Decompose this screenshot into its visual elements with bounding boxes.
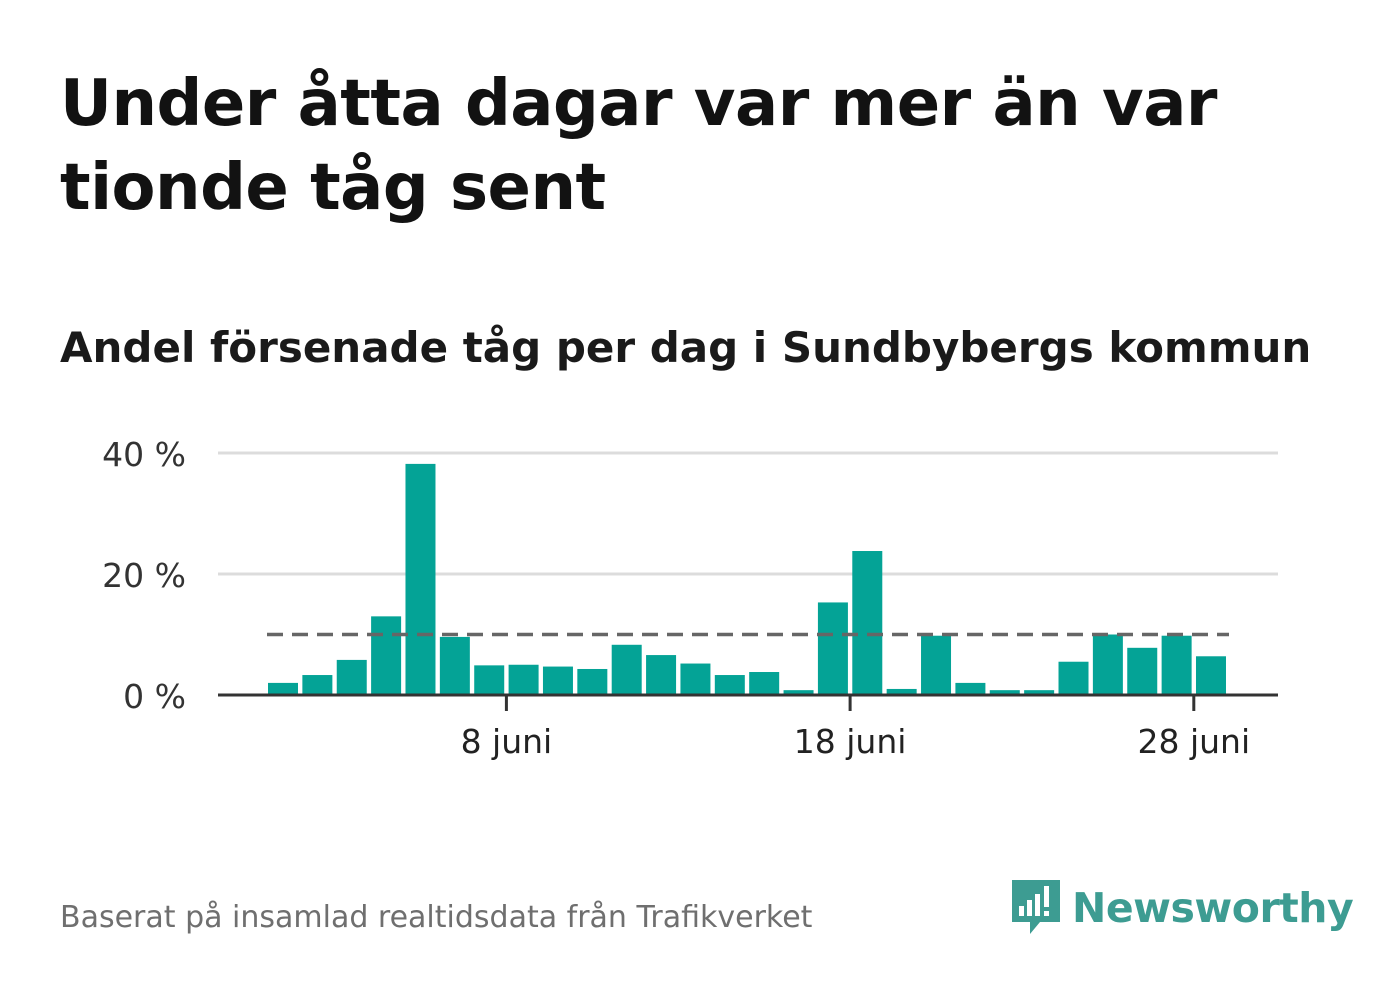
bar-day-23	[1024, 690, 1055, 695]
bar-day-16	[783, 690, 814, 695]
bar-day-25	[1092, 634, 1123, 695]
chart-subtitle: Andel försenade tåg per dag i Sundbyberg…	[60, 323, 1312, 372]
bar-day-28	[1195, 656, 1226, 695]
bar-day-18	[852, 551, 883, 695]
brand-name: Newsworthy	[1072, 884, 1354, 932]
x-tick-label-28: 28 juni	[1137, 722, 1250, 761]
bar-day-1	[268, 682, 298, 695]
x-axis-ticks: 8 juni 18 juni 28 juni	[461, 695, 1250, 761]
bar-day-24	[1058, 661, 1089, 695]
bar-day-21	[955, 682, 986, 695]
bar-day-27	[1161, 635, 1192, 695]
bar-day-19	[886, 688, 917, 695]
y-tick-label-20: 20 %	[102, 556, 186, 595]
bar-day-20	[921, 635, 952, 695]
brand-logo[interactable]: Newsworthy	[1010, 876, 1354, 940]
bar-day-4	[371, 616, 402, 695]
bar-day-8	[508, 664, 539, 695]
bar-day-11	[611, 644, 642, 695]
bar-day-13	[680, 663, 711, 695]
bar-day-2	[302, 675, 333, 695]
bar-day-15	[749, 672, 780, 695]
grid-lines	[218, 451, 1278, 576]
y-tick-label-0: 0 %	[123, 677, 186, 716]
x-tick-label-8: 8 juni	[461, 722, 553, 761]
bar-day-6	[439, 636, 470, 695]
bar-day-3	[336, 659, 367, 695]
chart-title: Under åtta dagar var mer än var tionde t…	[60, 67, 1217, 225]
bars	[268, 463, 1226, 695]
bar-day-22	[989, 690, 1020, 695]
source-note: Baserat på insamlad realtidsdata från Tr…	[60, 900, 813, 935]
y-tick-label-40: 40 %	[102, 435, 186, 474]
bar-day-12	[646, 655, 677, 695]
bar-day-7	[474, 665, 505, 695]
bar-day-10	[577, 668, 608, 695]
bar-day-26	[1127, 647, 1158, 695]
x-tick-label-18: 18 juni	[794, 722, 907, 761]
bar-day-9	[542, 666, 573, 695]
bar-day-5	[405, 463, 436, 695]
bar-day-17	[817, 602, 848, 695]
newsworthy-bar-chart-icon	[1012, 880, 1060, 934]
bar-day-14	[714, 675, 745, 695]
y-axis-labels: 0 % 20 % 40 %	[102, 435, 186, 716]
